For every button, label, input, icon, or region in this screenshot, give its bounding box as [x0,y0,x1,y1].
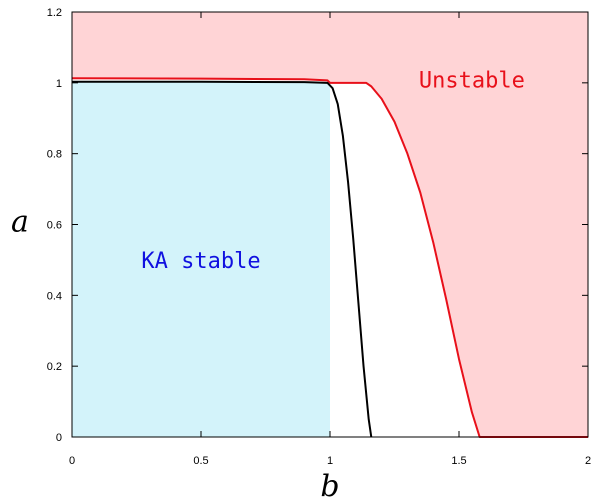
x-axis-label: b [320,469,339,501]
unstable-label: Unstable [419,68,525,93]
tick-labels-layer: 0 0.5 1 1.5 2 0 0.2 0.4 0.6 0.8 1 1.2 [47,7,591,467]
ka-stability-boundary-line [72,80,373,438]
ka-stable-label: KA stable [141,249,260,274]
y-tick-label: 0 [56,432,62,444]
unstable-region [72,12,588,437]
ka-stable-region [72,81,330,437]
unstable-boundary-line [71,77,588,438]
region-labels-layer: Unstable KA stable [141,68,524,274]
y-tick-label: 0.2 [47,361,62,373]
x-tick-label: 1 [327,455,333,467]
ticks-layer [71,11,589,438]
y-tick-label: 1 [56,78,62,90]
x-tick-label: 1.5 [451,455,466,467]
y-tick-label: 0.8 [47,149,62,161]
y-tick-label: 0.4 [47,290,62,302]
y-tick-label: 1.2 [47,7,62,19]
regions-layer [72,12,588,437]
series-layer [71,77,588,438]
y-axis-label: a [11,205,29,240]
y-tick-label: 0.6 [47,220,62,232]
x-tick-label: 0 [69,455,75,467]
x-tick-label: 0.5 [193,455,208,467]
x-tick-label: 2 [585,455,591,467]
